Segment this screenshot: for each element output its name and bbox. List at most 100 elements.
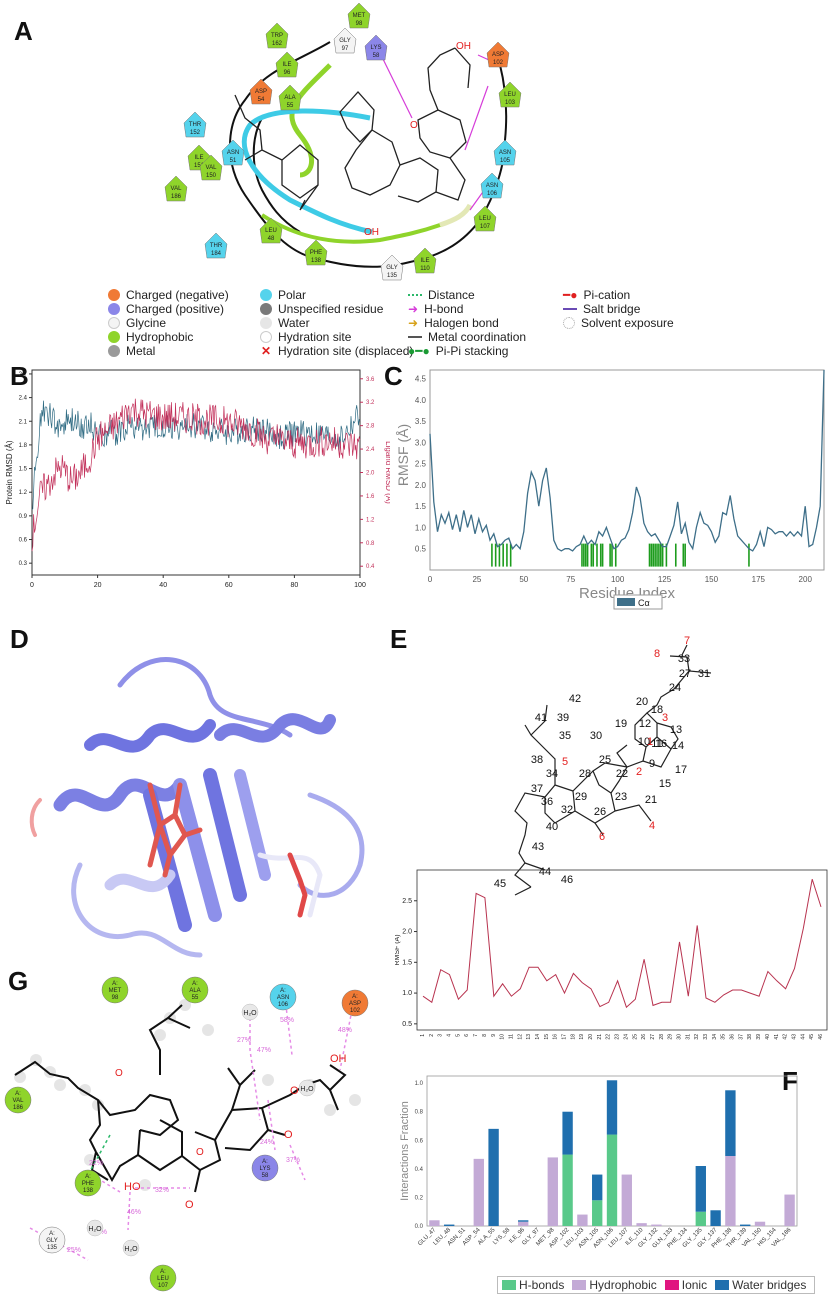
x-tick-label: 17 [562,1034,568,1040]
residue-name: ASN [277,995,289,1001]
bar-segment [592,1200,603,1226]
atom-number: 17 [675,764,687,776]
residue-chain: A: [160,1269,166,1275]
bar-segment [577,1214,588,1226]
legend-label: Charged (positive) [126,302,225,316]
bar-segment [710,1210,721,1226]
atom-number: 16 [655,738,667,750]
x-tick-label: 125 [658,575,672,584]
water-molecule: H₂O [298,1079,316,1097]
y2-tick-label: 2.8 [366,424,375,430]
residue-number: 102 [493,60,504,66]
residue-name: ASP [349,1001,361,1007]
residue-badge: THR 184 [204,232,228,259]
panel-label-g: G [8,966,29,996]
panel-label-f: F [782,1066,798,1096]
x-tick-label: 13 [526,1034,532,1040]
bar-segment [725,1090,736,1156]
ribbon-loop [71,862,203,958]
residue-shape [364,34,388,61]
x-tick-label: 0 [428,575,433,584]
y-tick-label: 1.5 [19,467,28,473]
legend-item: Metal coordination [408,330,526,344]
residue-number: 184 [211,251,222,257]
bar-segment [621,1174,632,1226]
exposure-band-2 [260,213,441,244]
x-tick-label: 40 [159,582,167,589]
halogen-arrow-icon: ➜ [408,316,419,330]
residue-number: 58 [373,53,380,59]
x-tick-label: 39 [756,1034,762,1040]
atom-number: 15 [659,778,671,790]
atom-number: 6 [599,831,605,843]
y-tick-label: 2.4 [19,396,28,402]
ribbon-loop [257,852,323,918]
residue-name: LEU [479,216,491,222]
water-label: H₂O [243,1010,257,1017]
residue-badge: ASN 51 [221,139,245,166]
residue-name: MET [109,988,122,994]
residue-circle [101,976,129,1004]
legend-item: Charged (positive) [108,302,224,316]
residue-name: LEU [157,1276,169,1282]
x-tick-label: LYS_58 [492,1227,511,1246]
residue-chain: A: [352,994,358,1000]
x-tick-label: 0 [30,582,34,589]
legend-item: ━● Pi-cation [563,288,630,302]
y-tick-label: 0.9 [19,514,28,520]
residue-name: ILE [194,155,203,161]
x-tick-label: 30 [676,1034,682,1040]
pipi-dashes-g [87,1134,111,1176]
residue-circle [149,1264,177,1292]
x-tick-label: 18 [570,1034,576,1040]
residue-number: 102 [350,1008,361,1014]
residue-badge: THR 152 [183,111,207,138]
rmsf-line [429,369,825,552]
legend-item: H-bonds [502,1278,564,1292]
residue-badge: PHE 138 [304,239,328,266]
x-tick-label: 11 [508,1034,514,1039]
y2-axis-label: Ligand RMSD (Å) [384,441,390,504]
residue-number: 106 [278,1002,289,1008]
x-tick-label: 32 [694,1034,700,1040]
legend-item: Salt bridge [563,302,640,316]
residue-number: 96 [284,70,291,76]
residue-badge: LEU 48 [259,217,283,244]
percent-label: 37% [286,1157,300,1164]
atom-number: 31 [698,668,710,680]
x-tick-label: 42 [783,1034,789,1040]
x-tick-label: 20 [588,1034,594,1040]
residue-circle [74,1169,102,1197]
residue-chain: A: [49,1231,55,1237]
residue-circle [181,976,209,1004]
x-tick-label: 7 [473,1034,479,1037]
residue-chain: A: [15,1091,21,1097]
x-tick-label: 1 [420,1034,426,1037]
residue-name: ILE [420,258,429,264]
residue-badge: ILE 110 [413,247,437,274]
atom-number: 39 [557,712,569,724]
x-tick-label: 200 [799,575,813,584]
y2-tick-label: 2.0 [366,471,375,477]
ribbon-helix [104,869,176,893]
percent-label: 27% [237,1037,251,1044]
x-tick-label: 40 [765,1034,771,1040]
atom-label-oh-2: OH [364,227,379,238]
legend-item: Water bridges [715,1278,806,1292]
water-molecule: H₂O [241,1003,259,1021]
hbond-dashes-g [29,997,353,1261]
water-circle [86,1219,104,1237]
atom-number: 32 [561,804,573,816]
glycine-swatch [108,317,120,329]
residue-chain: A: [85,1174,91,1180]
x-tick-label: 60 [225,582,233,589]
bar-segment [636,1223,647,1226]
residue-shape [333,27,357,54]
y-tick-label: 0.5 [415,545,427,554]
bar-segment [695,1166,706,1212]
residue-shape [204,232,228,259]
panel-label-c: C [384,361,403,391]
residue-shape [498,81,522,108]
